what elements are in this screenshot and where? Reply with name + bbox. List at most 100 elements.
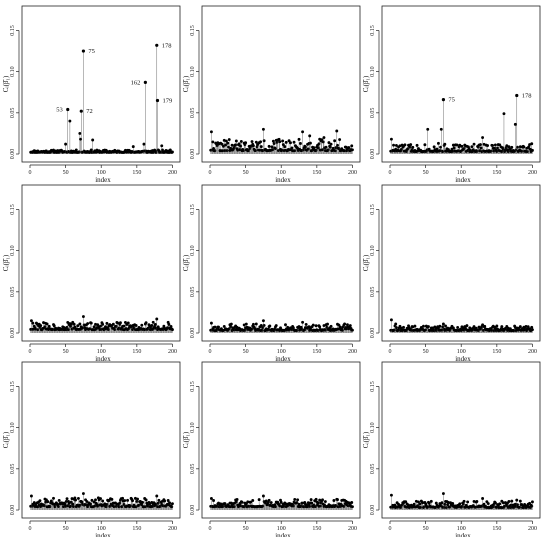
- data-point: [31, 321, 35, 325]
- data-point: [321, 498, 324, 502]
- data-point: [462, 147, 466, 150]
- data-point: [78, 322, 82, 326]
- data-point: [427, 325, 430, 328]
- y-axis-label: Cᵢ(β̂₁): [182, 75, 190, 92]
- data-point: [71, 502, 75, 506]
- data-point: [68, 119, 72, 123]
- data-point: [79, 137, 83, 141]
- data-point: [312, 146, 316, 150]
- plot-frame: [201, 361, 361, 519]
- x-tick-label: 200: [168, 170, 177, 176]
- data-point: [462, 499, 466, 503]
- data-point: [71, 505, 75, 508]
- data-point: [148, 502, 152, 506]
- data-point: [486, 502, 490, 505]
- data-point: [290, 146, 294, 150]
- data-point: [347, 146, 351, 150]
- data-point: [478, 143, 482, 147]
- data-point: [136, 497, 139, 501]
- data-point: [121, 496, 125, 500]
- data-point: [341, 328, 344, 332]
- chart-panel-8: 0 50 100 150 200 index 0.00 0.05 0.10 0.15 Cᵢ(β̂₁): [182, 361, 361, 540]
- data-point: [105, 502, 109, 506]
- plot-frame: [381, 5, 541, 163]
- data-point: [144, 321, 148, 325]
- y-tick-label: 0.00: [370, 149, 376, 160]
- data-point: [222, 324, 226, 328]
- y-tick-label: 0.00: [190, 328, 196, 339]
- data-point: [220, 142, 224, 146]
- data-point: [342, 504, 346, 508]
- x-tick-label: 0: [209, 349, 212, 355]
- data-point: [322, 136, 326, 139]
- data-point: [85, 500, 89, 503]
- data-point: [163, 499, 167, 503]
- y-tick-label: 0.15: [10, 25, 16, 36]
- data-point: [287, 139, 291, 143]
- data-point: [230, 143, 234, 147]
- data-point: [291, 504, 295, 508]
- data-point: [333, 149, 337, 153]
- plot-frame: [21, 184, 181, 342]
- y-axis-label: Cᵢ(β̂₁): [2, 75, 10, 92]
- y-tick-label: 0.10: [190, 422, 196, 433]
- data-point: [90, 498, 94, 502]
- data-point: [320, 138, 324, 142]
- y-axis-label: Cᵢ(β̂₁): [182, 254, 190, 271]
- data-point: [329, 324, 333, 328]
- data-point: [120, 505, 124, 509]
- y-tick-label: 0.00: [190, 505, 196, 516]
- data-point: [270, 145, 274, 149]
- data-point: [350, 328, 354, 332]
- x-tick-label: 150: [312, 170, 321, 176]
- data-point: [72, 497, 76, 501]
- data-point: [417, 500, 420, 504]
- data-point: [277, 137, 281, 141]
- x-tick-label: 50: [243, 170, 249, 176]
- data-point: [131, 499, 135, 503]
- x-axis-label: index: [275, 355, 291, 363]
- data-point: [292, 140, 296, 144]
- data-point: [142, 142, 146, 146]
- data-point: [328, 145, 332, 149]
- data-point: [274, 505, 277, 509]
- data-point: [268, 324, 272, 328]
- y-tick-label: 0.00: [370, 328, 376, 339]
- x-axis-label: index: [455, 176, 471, 184]
- x-tick-label: 150: [312, 526, 321, 532]
- data-point: [66, 320, 70, 324]
- data-point: [155, 317, 159, 321]
- data-point: [128, 504, 132, 508]
- data-point: [131, 145, 135, 149]
- data-point: [289, 141, 292, 145]
- x-axis-label: index: [455, 532, 471, 537]
- data-point: [229, 322, 233, 326]
- data-point: [140, 323, 144, 327]
- data-point: [246, 500, 250, 504]
- data-point: [423, 143, 427, 147]
- data-point: [259, 140, 263, 144]
- data-point: [482, 502, 486, 506]
- data-point: [495, 324, 499, 328]
- data-point: [481, 323, 485, 327]
- data-point: [441, 492, 445, 495]
- data-point: [500, 325, 504, 329]
- data-point: [101, 322, 105, 326]
- y-tick-label: 0.10: [370, 422, 376, 433]
- data-point: [80, 500, 84, 504]
- x-tick-label: 50: [63, 526, 69, 532]
- x-tick-label: 100: [457, 349, 466, 355]
- point-annotation: 178: [522, 93, 532, 100]
- data-point: [123, 320, 127, 324]
- y-tick-label: 0.00: [10, 328, 16, 339]
- data-point: [166, 499, 170, 502]
- y-tick-label: 0.05: [10, 287, 16, 298]
- x-tick-label: 0: [29, 349, 32, 355]
- data-point: [389, 137, 393, 141]
- point-annotation: 72: [86, 108, 93, 115]
- data-point: [67, 328, 70, 332]
- data-point: [350, 501, 354, 504]
- data-point: [39, 324, 43, 328]
- data-point: [227, 138, 231, 141]
- data-point: [278, 140, 282, 144]
